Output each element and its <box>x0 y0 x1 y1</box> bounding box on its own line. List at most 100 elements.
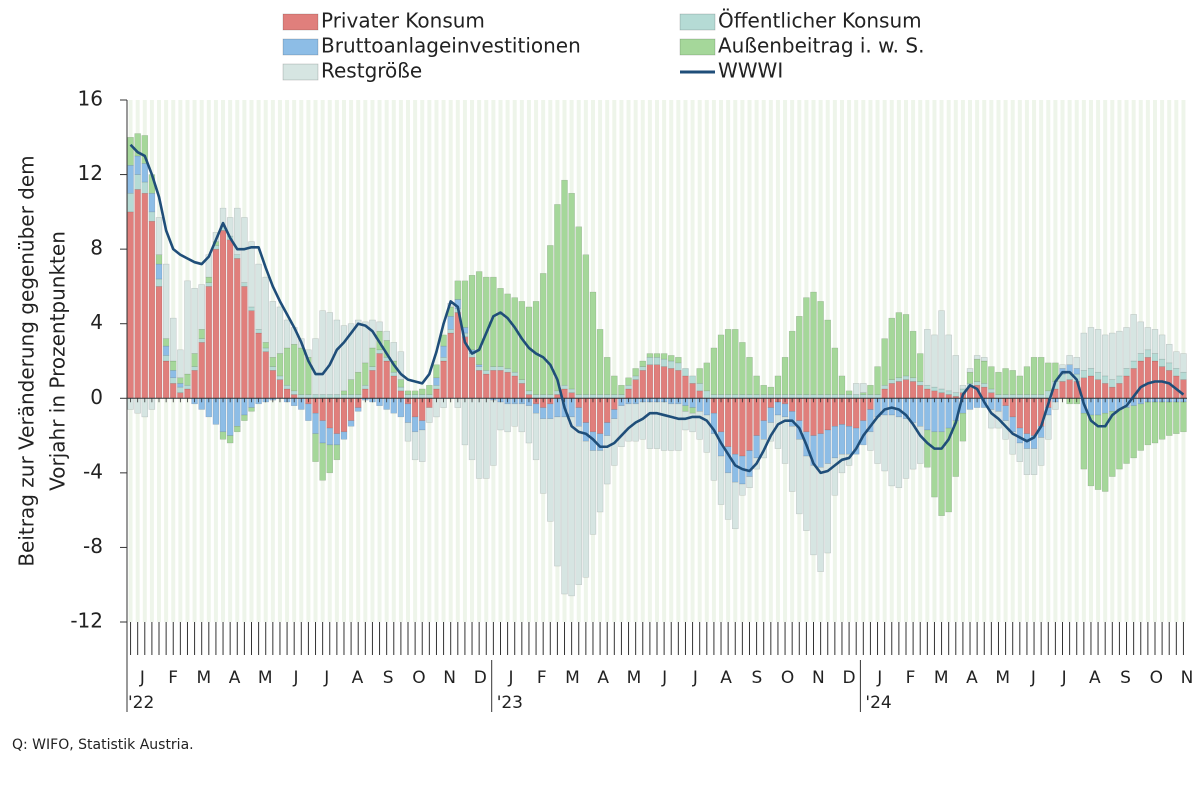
bar-segment <box>134 133 141 157</box>
bar-segment <box>831 398 839 427</box>
bar-segment <box>860 383 867 393</box>
bar-segment <box>732 329 739 395</box>
bar-segment <box>561 416 568 595</box>
bar-segment <box>611 375 618 395</box>
bar-segment <box>418 429 426 462</box>
bar-segment <box>710 347 718 395</box>
bar-segment <box>810 394 817 399</box>
bar-segment <box>625 403 632 442</box>
bar-segment <box>383 330 390 341</box>
bar-segment <box>170 370 177 379</box>
bar-segment <box>568 388 575 393</box>
bar-segment <box>966 371 974 384</box>
bar-segment <box>283 388 291 399</box>
bar-segment <box>696 411 703 440</box>
bar-segment <box>1037 394 1045 399</box>
bar-segment <box>319 420 326 444</box>
bar-segment <box>924 384 931 390</box>
bar-segment <box>504 403 511 433</box>
bar-segment <box>646 353 654 358</box>
bar-segment <box>1023 366 1031 395</box>
bar-segment <box>219 230 227 399</box>
bar-segment <box>354 394 362 399</box>
bar-segment <box>760 420 767 440</box>
bar-segment <box>952 392 960 397</box>
bar-segment <box>376 321 383 332</box>
bar-segment <box>1059 381 1066 399</box>
bar-segment <box>632 375 639 380</box>
bar-segment <box>269 366 277 371</box>
bar-segment <box>447 316 454 330</box>
bar-segment <box>511 375 518 399</box>
bar-segment <box>1030 448 1038 475</box>
bar-segment <box>162 360 170 399</box>
legend-label: Außenbeitrag i. w. S. <box>718 34 924 58</box>
bar-segment <box>909 381 917 399</box>
bar-segment <box>1094 371 1102 380</box>
bar-segment <box>881 414 888 472</box>
bar-segment <box>874 394 881 399</box>
bar-segment <box>333 444 341 461</box>
month-label: J <box>323 668 329 688</box>
bar-segment <box>276 353 284 377</box>
bar-segment <box>539 394 547 399</box>
bar-segment <box>219 207 227 228</box>
bar-segment <box>177 377 184 384</box>
bar-segment <box>689 412 696 433</box>
bar-segment <box>988 392 995 399</box>
bar-segment <box>618 394 625 399</box>
bar-segment <box>290 394 298 399</box>
bar-segment <box>938 310 945 390</box>
bar-segment <box>312 433 319 462</box>
bar-segment <box>241 286 248 399</box>
bar-segment <box>461 280 469 328</box>
bar-segment <box>170 383 177 399</box>
bar-segment <box>148 192 156 213</box>
bar-segment <box>618 405 625 448</box>
bar-segment <box>191 370 198 399</box>
bar-segment <box>490 366 497 371</box>
bar-segment <box>1016 398 1024 429</box>
bar-segment <box>312 338 319 395</box>
bar-segment <box>333 433 341 446</box>
bar-segment <box>198 342 205 399</box>
bar-segment <box>561 179 568 386</box>
bar-segment <box>788 394 796 399</box>
month-label: J <box>292 668 298 688</box>
bar-segment <box>981 360 988 384</box>
month-label: F <box>906 668 916 688</box>
bar-segment <box>155 254 163 265</box>
bar-segment <box>746 398 753 451</box>
bar-segment <box>411 394 419 399</box>
bar-segment <box>234 258 241 399</box>
bar-segment <box>305 394 312 399</box>
bar-segment <box>703 414 711 453</box>
bar-segment <box>547 418 554 522</box>
bar-segment <box>767 407 775 423</box>
bar-segment <box>589 398 597 433</box>
bar-segment <box>952 355 960 393</box>
legend-label: Privater Konsum <box>321 9 485 33</box>
bar-segment <box>333 319 341 395</box>
bar-segment <box>184 280 191 375</box>
bar-segment <box>824 319 831 395</box>
bar-segment <box>468 274 476 351</box>
bar-segment <box>1130 360 1137 369</box>
bar-segment <box>1173 351 1180 369</box>
bar-segment <box>219 398 227 433</box>
bar-segment <box>803 455 810 531</box>
bar-segment <box>888 317 896 380</box>
bar-segment <box>290 343 298 392</box>
bar-segment <box>845 390 853 395</box>
bar-segment <box>141 163 149 183</box>
bar-segment <box>696 368 703 384</box>
month-label: J <box>139 668 145 688</box>
bar-segment <box>1116 375 1123 384</box>
bar-segment <box>959 384 967 390</box>
bar-segment <box>575 394 582 399</box>
bar-segment <box>369 370 376 399</box>
bar-segment <box>689 407 696 414</box>
bar-segment <box>248 241 255 308</box>
bar-segment <box>1165 343 1173 364</box>
bar-segment <box>170 360 177 371</box>
